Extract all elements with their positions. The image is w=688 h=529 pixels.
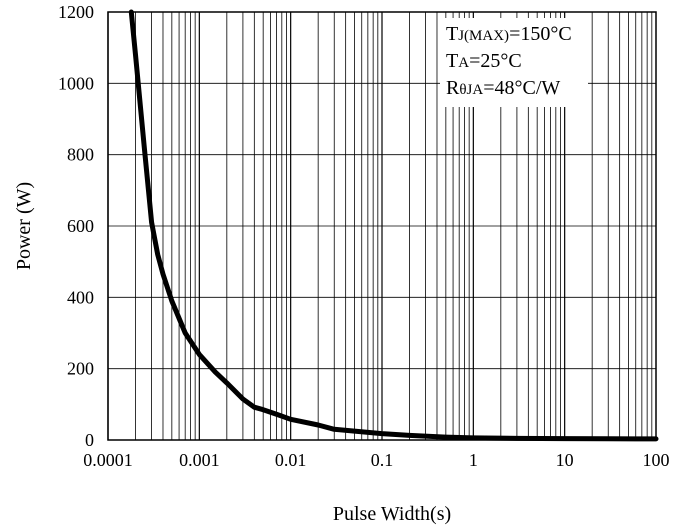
power-curve (128, 9, 659, 442)
annotation-ta-sub: A (458, 55, 469, 71)
annotation-ta-main: T (446, 50, 458, 72)
annotation-ta: TA=25°C (446, 50, 522, 72)
x-tick-label: 0.001 (179, 450, 220, 470)
y-tick-label: 0 (85, 430, 94, 450)
annotation-tj-max: TJ(MAX)=150°C (446, 23, 572, 45)
annotation-tj-main: T (446, 23, 458, 45)
annotation-r-sub: θJA (459, 82, 483, 98)
x-axis-title: Pulse Width(s) (333, 503, 451, 525)
x-tick-label: 10 (556, 450, 574, 470)
y-tick-label: 800 (67, 145, 94, 165)
y-tick-label: 400 (67, 287, 94, 307)
x-tick-label: 0.0001 (83, 450, 133, 470)
conditions-annotation: TJ(MAX)=150°C TA=25°C RθJA=48°C/W (440, 18, 588, 107)
annotation-tj-value: =150°C (509, 23, 572, 45)
annotation-background (440, 18, 588, 107)
annotation-ta-value: =25°C (469, 50, 522, 72)
y-tick-label: 200 (67, 359, 94, 379)
y-tick-label: 1000 (58, 73, 94, 93)
x-tick-label: 0.1 (371, 450, 394, 470)
tick-labels: 0.0001 0.001 0.01 0.1 1 10 1000200400600800100… (58, 2, 670, 470)
y-axis-title: Power (W) (13, 182, 35, 270)
x-tick-label: 100 (643, 450, 670, 470)
x-tick-label: 1 (469, 450, 478, 470)
y-tick-label: 600 (67, 216, 94, 236)
annotation-rtheta: RθJA=48°C/W (446, 77, 560, 99)
x-tick-label: 0.01 (275, 450, 307, 470)
annotation-r-value: =48°C/W (483, 77, 560, 99)
y-tick-label: 1200 (58, 2, 94, 22)
annotation-r-main: R (446, 77, 460, 99)
annotation-tj-sub: J(MAX) (458, 28, 509, 44)
plot-frame (107, 11, 657, 441)
